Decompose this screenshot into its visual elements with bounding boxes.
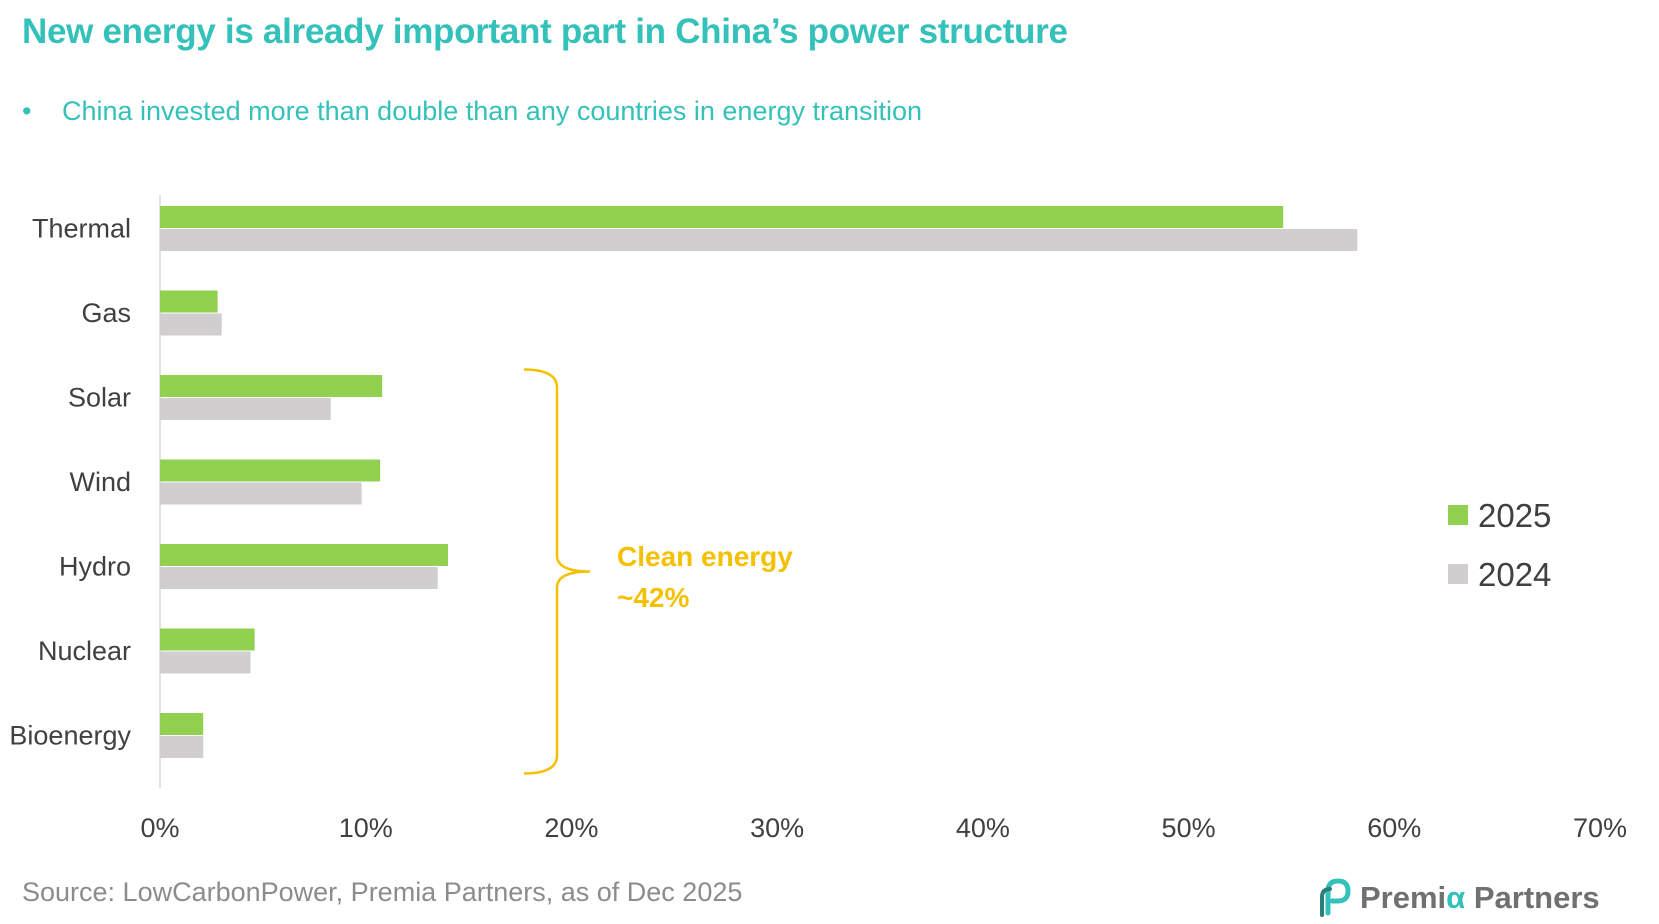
source-note: Source: LowCarbonPower, Premia Partners,… xyxy=(22,877,743,907)
bullet-point: • xyxy=(22,96,32,126)
x-tick-label: 0% xyxy=(140,813,179,843)
bar-2024-solar xyxy=(160,398,331,420)
legend-swatch-2025 xyxy=(1448,505,1468,525)
logo-prefix: Premi xyxy=(1360,880,1447,915)
subtitle-text: China invested more than double than any… xyxy=(62,96,923,126)
subtitle: • China invested more than double than an… xyxy=(22,96,922,127)
bar-2025-wind xyxy=(160,459,381,482)
category-label: Gas xyxy=(81,298,131,328)
x-tick-label: 40% xyxy=(956,813,1010,843)
bar-2025-hydro xyxy=(160,544,448,566)
bar-2025-nuclear xyxy=(160,628,255,651)
category-label: Solar xyxy=(68,383,131,413)
logo-text: Premiα Partners xyxy=(1360,880,1600,916)
annotation-label: Clean energy xyxy=(617,541,793,572)
category-label: Thermal xyxy=(32,214,131,244)
premia-logo: Premiα Partners xyxy=(1318,876,1600,920)
legend-label: 2024 xyxy=(1478,556,1551,593)
category-label: Nuclear xyxy=(38,636,131,666)
x-tick-label: 30% xyxy=(750,813,804,843)
bar-2024-thermal xyxy=(160,229,1358,251)
bar-chart: 0% 10% 20% 30% 40% 50% 60% 70% Thermal Gas Solar W… xyxy=(9,195,1627,843)
chart-title: New energy is already important part in … xyxy=(22,12,1068,51)
premia-logo-icon xyxy=(1320,878,1351,917)
bar-2024-wind xyxy=(160,482,362,505)
bar-2024-bioenergy xyxy=(160,736,204,758)
x-tick-label: 10% xyxy=(339,813,393,843)
legend-swatch-2024 xyxy=(1448,564,1468,584)
bar-2025-thermal xyxy=(160,206,1284,228)
logo-alpha: α xyxy=(1446,880,1466,915)
bar-2025-solar xyxy=(160,375,383,397)
bar-2024-gas xyxy=(160,313,222,336)
x-tick-label: 60% xyxy=(1367,813,1421,843)
annotation-value: ~42% xyxy=(617,582,689,613)
legend-label: 2025 xyxy=(1478,497,1551,534)
category-label: Hydro xyxy=(59,552,131,582)
bar-2024-nuclear xyxy=(160,651,251,674)
logo-suffix: Partners xyxy=(1465,880,1600,915)
bar-2025-bioenergy xyxy=(160,713,204,735)
clean-energy-brace xyxy=(523,368,591,775)
category-label: Bioenergy xyxy=(9,721,131,751)
category-label: Wind xyxy=(69,467,131,497)
bar-2024-hydro xyxy=(160,567,438,589)
x-tick-label: 70% xyxy=(1573,813,1627,843)
x-tick-label: 20% xyxy=(544,813,598,843)
bar-2025-gas xyxy=(160,290,218,313)
x-tick-label: 50% xyxy=(1162,813,1216,843)
